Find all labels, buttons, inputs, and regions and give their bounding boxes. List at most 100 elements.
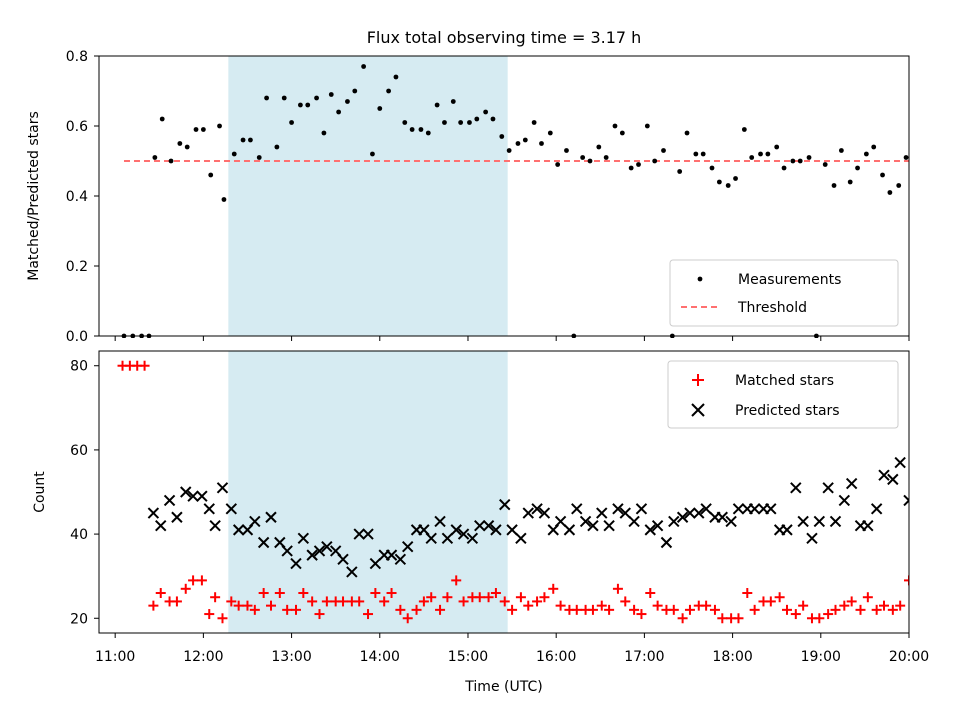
predicted-star-point — [920, 516, 930, 526]
measurement-point — [587, 158, 593, 164]
measurement-point — [693, 151, 699, 157]
measurement-point — [522, 137, 528, 143]
measurement-point — [515, 141, 521, 146]
predicted-star-point — [838, 494, 851, 507]
predicted-star-point — [619, 507, 631, 519]
y-tick-label: 0.0 — [66, 329, 88, 345]
y-tick-label: 0.2 — [66, 259, 88, 275]
measurement-point — [409, 127, 415, 132]
measurement-point — [483, 109, 489, 115]
predicted-star-point — [394, 553, 407, 566]
matched-star-point — [402, 613, 413, 624]
matched-star-point — [274, 588, 285, 599]
matched-star-point — [226, 596, 237, 607]
matched-star-point — [249, 604, 260, 615]
predicted-star-point — [232, 524, 245, 536]
measurement-point — [370, 151, 375, 157]
measurement-point — [217, 123, 222, 129]
measurement-point — [628, 165, 634, 171]
matched-star-point — [314, 609, 325, 620]
matched-star-point — [435, 604, 446, 615]
matched-star-point — [217, 613, 228, 624]
measurement-point — [328, 92, 334, 97]
legend-measurements-label: Measurements — [738, 272, 841, 288]
legend-threshold-label: Threshold — [737, 300, 807, 316]
predicted-star-point — [651, 519, 664, 532]
matched-star-point — [515, 592, 526, 603]
matched-star-point — [139, 360, 150, 371]
bottom-x-axis-label: Time (UTC) — [464, 679, 542, 695]
predicted-star-point — [441, 532, 454, 545]
measurement-point — [336, 109, 342, 115]
matched-star-point — [386, 588, 397, 599]
matched-star-point — [709, 604, 720, 615]
predicted-star-point — [732, 503, 745, 515]
measurement-point — [612, 123, 618, 129]
legend-measurements-marker — [697, 276, 703, 282]
measurement-point — [208, 172, 214, 178]
x-tick-label: 17:00 — [624, 649, 664, 665]
predicted-star-point — [612, 503, 624, 515]
x-tick-label: 20:00 — [889, 649, 929, 665]
measurement-point — [352, 88, 358, 94]
bottom-x-ticks: 11:00 12:00 13:00 14:00 15:00 16:00 17:00 18:00… — [95, 633, 929, 665]
matched-star-point — [798, 600, 809, 611]
bottom-axes-frame — [98, 350, 910, 634]
predicted-star-point — [313, 545, 326, 557]
matched-star-point — [171, 596, 182, 607]
predicted-star-point — [829, 515, 842, 528]
matched-star-point — [411, 604, 422, 615]
measurement-point — [506, 148, 512, 153]
predicted-star-point — [306, 549, 318, 561]
matched-star-point — [928, 605, 938, 615]
matched-star-point — [379, 596, 390, 607]
matched-star-point — [418, 596, 429, 607]
top-title: Flux total observing time = 3.17 h — [367, 28, 642, 47]
measurement-point — [314, 95, 319, 101]
measurement-point — [434, 102, 440, 108]
measurement-point — [806, 155, 812, 160]
matched-star-point — [823, 609, 834, 620]
x-tick-label: 15:00 — [448, 649, 488, 665]
matched-star-point — [395, 604, 406, 615]
predicted-star-point — [644, 524, 656, 536]
predicted-star-point — [522, 507, 534, 519]
measurement-point — [741, 127, 747, 132]
predicted-star-point — [187, 490, 199, 502]
measurement-point — [458, 120, 464, 125]
predicted-star-point — [862, 519, 874, 532]
measurement-point — [386, 88, 392, 94]
measurement-point — [289, 120, 294, 125]
measurement-point — [797, 158, 803, 164]
y-tick-label: 20 — [70, 611, 88, 627]
top-y-axis-label: Matched/Predicted stars — [26, 111, 42, 281]
measurement-point — [177, 141, 183, 146]
measurement-point — [547, 130, 553, 136]
matched-star-point — [814, 613, 825, 624]
predicted-star-point — [870, 503, 883, 515]
predicted-star-point — [163, 494, 176, 507]
top-legend: Measurements Threshold — [669, 259, 899, 327]
measurement-point — [774, 144, 780, 150]
matched-star-point — [781, 604, 792, 615]
matched-star-point — [354, 596, 365, 607]
predicted-star-point — [628, 515, 640, 528]
predicted-star-point — [249, 515, 261, 528]
measurement-point — [442, 120, 447, 125]
predicted-star-point — [587, 519, 599, 532]
matched-star-point — [442, 592, 453, 603]
measurement-point — [580, 155, 586, 160]
predicted-star-point — [716, 511, 729, 523]
matched-star-point — [596, 600, 607, 611]
measurement-point — [896, 183, 902, 188]
matched-star-point — [944, 605, 954, 615]
matched-star-point — [548, 583, 559, 594]
predicted-star-point — [797, 515, 809, 528]
predicted-star-point — [668, 515, 680, 528]
measurement-point — [880, 172, 885, 178]
predicted-star-point — [894, 456, 906, 469]
matched-star-point — [180, 583, 191, 594]
measurement-point — [790, 158, 796, 164]
matched-star-point — [204, 609, 215, 620]
measurement-point — [912, 138, 917, 143]
